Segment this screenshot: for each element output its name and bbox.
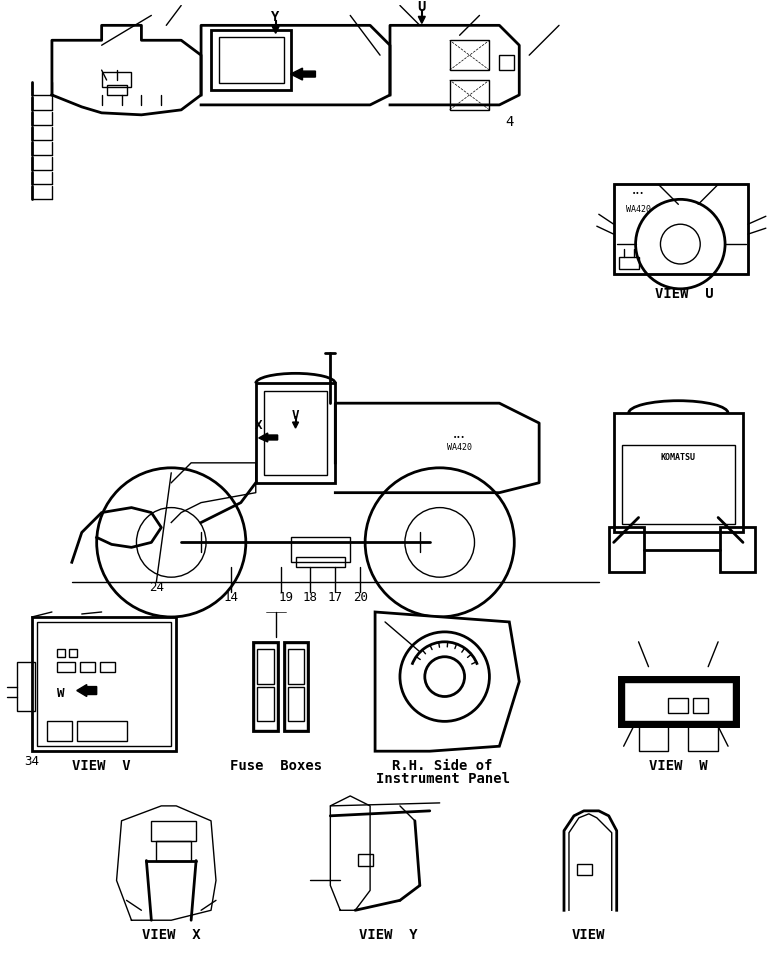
Polygon shape bbox=[272, 26, 279, 34]
Text: Y: Y bbox=[272, 11, 280, 24]
Bar bbox=[668, 699, 689, 713]
Bar bbox=[17, 661, 35, 711]
Bar bbox=[77, 721, 127, 741]
Text: 17: 17 bbox=[328, 590, 343, 604]
Bar bbox=[358, 853, 373, 866]
Text: VIEW  Y: VIEW Y bbox=[359, 928, 417, 942]
Bar bbox=[257, 686, 274, 721]
Bar bbox=[614, 184, 748, 274]
Bar bbox=[47, 721, 72, 741]
Text: R.H. Side of: R.H. Side of bbox=[392, 759, 493, 773]
Bar bbox=[614, 413, 743, 533]
Text: 20: 20 bbox=[352, 590, 368, 604]
Bar bbox=[57, 649, 65, 657]
Text: KOMATSU: KOMATSU bbox=[661, 453, 696, 463]
Text: VIEW  V: VIEW V bbox=[72, 759, 131, 773]
Bar bbox=[288, 649, 304, 684]
Bar bbox=[450, 80, 489, 109]
Text: 4: 4 bbox=[505, 115, 513, 129]
Text: 18: 18 bbox=[303, 590, 318, 604]
Polygon shape bbox=[419, 16, 426, 23]
Text: X: X bbox=[255, 419, 262, 432]
Bar bbox=[102, 72, 131, 87]
Text: VIEW  U: VIEW U bbox=[655, 287, 713, 300]
Bar bbox=[639, 726, 668, 751]
Text: VIEW  W: VIEW W bbox=[649, 759, 708, 773]
Bar bbox=[619, 677, 738, 727]
Bar bbox=[156, 841, 191, 860]
Text: •••: ••• bbox=[633, 191, 645, 198]
Text: •••: ••• bbox=[454, 435, 466, 441]
Bar bbox=[37, 622, 171, 746]
Text: 19: 19 bbox=[278, 590, 293, 604]
Bar bbox=[450, 40, 489, 70]
Bar bbox=[211, 31, 290, 90]
Text: Instrument Panel: Instrument Panel bbox=[376, 772, 510, 786]
Bar bbox=[499, 55, 514, 70]
Bar bbox=[614, 184, 748, 274]
Bar bbox=[32, 617, 177, 751]
Bar bbox=[57, 661, 75, 672]
Text: V: V bbox=[292, 409, 300, 421]
Bar bbox=[619, 257, 639, 269]
Bar bbox=[689, 726, 718, 751]
Bar bbox=[256, 383, 335, 483]
Bar bbox=[720, 527, 755, 572]
Bar bbox=[288, 686, 304, 721]
Bar bbox=[68, 649, 77, 657]
Bar bbox=[152, 821, 196, 841]
Text: WA420: WA420 bbox=[447, 444, 472, 452]
Text: Fuse  Boxes: Fuse Boxes bbox=[230, 759, 322, 773]
Polygon shape bbox=[293, 422, 299, 428]
Bar bbox=[107, 85, 127, 95]
Text: WA420: WA420 bbox=[626, 204, 651, 214]
Bar bbox=[296, 558, 345, 567]
Bar bbox=[100, 661, 114, 672]
Bar bbox=[219, 37, 284, 83]
Bar bbox=[257, 649, 274, 684]
Polygon shape bbox=[375, 612, 519, 751]
Bar bbox=[577, 864, 592, 876]
Bar bbox=[80, 661, 95, 672]
Text: 14: 14 bbox=[223, 590, 238, 604]
Bar bbox=[693, 699, 708, 713]
Bar bbox=[285, 643, 307, 731]
Text: 24: 24 bbox=[149, 581, 164, 593]
Bar bbox=[290, 538, 350, 563]
Bar bbox=[624, 682, 733, 721]
Text: 34: 34 bbox=[25, 755, 40, 768]
Bar bbox=[253, 642, 278, 732]
Text: VIEW  X: VIEW X bbox=[142, 928, 201, 942]
Text: U: U bbox=[418, 0, 426, 14]
Polygon shape bbox=[77, 684, 96, 697]
Bar bbox=[284, 642, 308, 732]
Bar bbox=[608, 527, 643, 572]
Bar bbox=[264, 392, 328, 475]
Bar bbox=[619, 677, 738, 727]
Bar bbox=[622, 444, 735, 524]
Bar bbox=[254, 643, 277, 731]
Polygon shape bbox=[290, 68, 315, 80]
Text: VIEW: VIEW bbox=[572, 928, 605, 942]
Text: W: W bbox=[57, 687, 65, 700]
Polygon shape bbox=[259, 433, 278, 442]
